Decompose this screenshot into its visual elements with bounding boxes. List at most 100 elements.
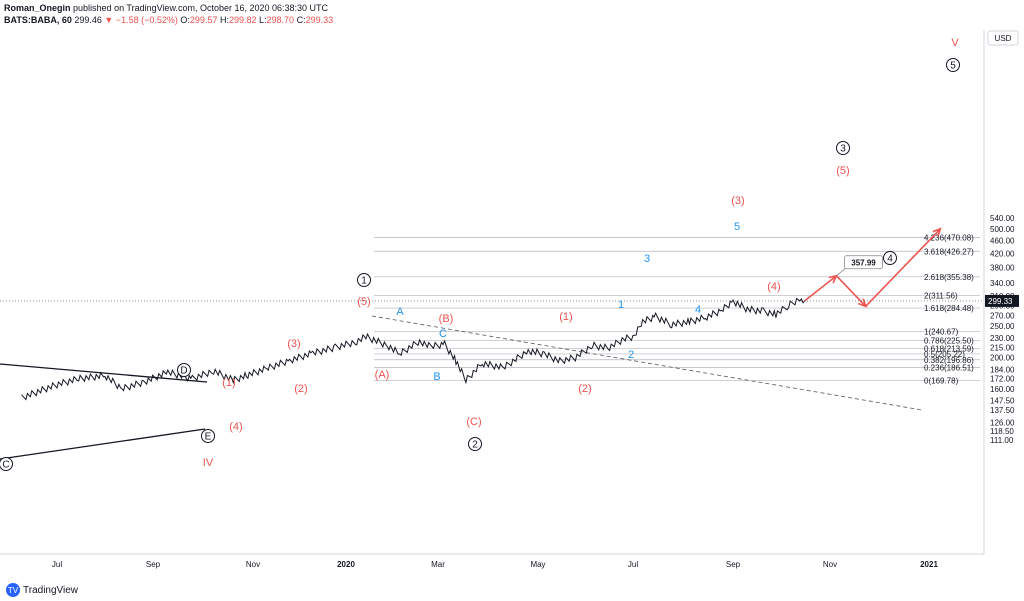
wave-label-circle [357,273,371,287]
fib-level-label: 0.236(186.51) [924,363,974,372]
wave-label: C [2,460,9,471]
wave-label: (3) [731,195,744,207]
price-tick-label: 250.00 [990,322,1015,331]
wave-label-circle [0,457,13,471]
time-tick-label: Jul [52,560,62,569]
price-tick-label: 172.00 [990,375,1015,384]
publish-info: Roman_Onegin published on TradingView.co… [4,3,328,13]
time-tick-label: Sep [726,560,741,569]
wave-label-circle [836,141,850,155]
fib-level-label: 1(240.67) [924,328,959,337]
low-label: L: [259,15,267,25]
wave-label: 5 [950,61,956,72]
arrowhead-wave-4 [857,298,867,308]
price-tick-label: 118.50 [990,427,1014,436]
price-change: −1.58 (−0.52%) [115,15,178,25]
price-tick-label: 215.00 [990,343,1015,352]
wave-label: 4 [887,254,893,265]
last-price: 299.46 [74,15,102,25]
price-tick-label: 540.00 [990,214,1015,223]
currency-label: USD [995,34,1012,43]
fib-level-label: 0.786(225.50) [924,337,974,346]
down-arrow-icon: ▼ [104,15,114,25]
wave-label-circle [468,437,482,451]
fib-level-label: 2.618(355.38) [924,273,974,282]
price-axis: USD111.00118.50126.00137.50147.50160.001… [0,30,1019,554]
price-tick-label: 200.00 [990,354,1015,363]
wave-label: (B) [439,313,454,325]
tradingview-logo[interactable]: TV TradingView [6,583,78,597]
wave-label-circle [177,363,191,377]
price-tick-label: 420.00 [990,249,1015,258]
price-tick-label: 137.50 [990,406,1015,415]
fib-level-label: 4.236(470.08) [924,234,974,243]
wave-label: (3) [287,338,300,350]
wave-label: (C) [466,416,481,428]
triangle-upper-line [0,363,208,383]
fib-level-label: 3.618(426.27) [924,247,974,256]
price-tick-label: 126.00 [990,418,1015,427]
price-tick-label: 230.00 [990,334,1015,343]
price-tick-label: 160.00 [990,385,1015,394]
wave-label: (2) [578,383,591,395]
close-label: C: [296,15,306,25]
high-value: 299.82 [228,15,257,25]
low-value: 298.70 [266,15,295,25]
callout-box [844,255,883,270]
fib-level-label: 1.618(284.48) [924,304,974,313]
wave-label: B [433,371,440,383]
price-tick-label: 270.00 [990,311,1015,320]
fib-level-label: 0(169.78) [924,377,959,386]
author-name: Roman_Onegin [4,3,71,13]
price-tick-label: 111.00 [990,436,1014,445]
wave-label: (5) [357,296,370,308]
wave-label-circle [883,251,897,265]
callout-label: 357.99 [851,258,876,267]
currency-box [987,30,1019,46]
wave-label-circle [201,429,215,443]
tradingview-logo-icon: TV [6,583,20,597]
price-tick-label: 500.00 [990,225,1015,234]
symbol-name: BATS:BABA, 60 [4,15,72,25]
wave-label: A [396,306,404,318]
fib-level-label: 0.382(196.86) [924,356,974,365]
wave-label: 2 [628,349,634,361]
arrowhead-wave-5 [932,227,942,237]
wave-label: (2) [294,383,307,395]
open-label: O: [180,15,190,25]
projection-line [804,228,941,308]
time-tick-label: Nov [246,560,260,569]
time-tick-label: Mar [431,560,445,569]
symbol-info: BATS:BABA, 60 299.46 ▼ −1.58 (−0.52%) O:… [4,15,333,25]
price-tick-label: 460.00 [990,237,1015,246]
wave-label: IV [203,457,214,469]
price-line [21,297,805,401]
wave-label: 3 [840,144,846,155]
trendlines [0,315,923,460]
wave-label: 4 [695,304,701,316]
fib-level-label: 2(311.56) [924,291,958,300]
wave-label: 5 [734,221,740,233]
time-tick-label: 2021 [920,560,938,569]
logo-text: TradingView [23,584,79,596]
time-tick-label: Nov [823,560,837,569]
time-tick-label: Sep [146,560,161,569]
fib-level-label: 0.618(213.59) [924,344,974,353]
wave-label: 2 [472,440,478,451]
wave-label: C [439,328,447,340]
wave-label: V [951,37,959,49]
current-price-label: 299.33 [988,297,1013,306]
close-value: 299.33 [305,15,334,25]
time-tick-label: 2020 [337,560,355,569]
wave-label: D [180,366,187,377]
wave-labels: V 5 3 (5) (3) 5 4 (4) 3 1 4 2 1 (5) A (B) C (1) (3) (A) B (2)… [0,37,960,471]
dashed-trendline [371,315,923,411]
open-value: 299.57 [189,15,218,25]
wave-label: (A) [375,369,390,381]
wave-label: 1 [361,276,367,287]
time-tick-label: May [530,560,545,569]
fib-level-label: 0.5(205.22) [924,350,965,359]
wave-label: (5) [836,165,849,177]
price-tick-label: 147.50 [990,396,1015,405]
